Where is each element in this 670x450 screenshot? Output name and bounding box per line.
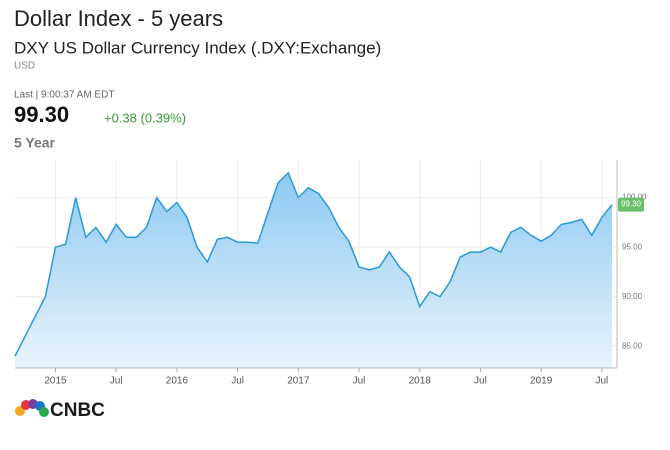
y-tick-label: 85.00	[622, 341, 643, 350]
last-value-label: 99.30	[621, 200, 642, 209]
subtitle: DXY US Dollar Currency Index (.DXY:Excha…	[14, 38, 381, 57]
x-tick-label: 2018	[409, 376, 432, 387]
x-tick-label: Jul	[231, 376, 244, 387]
x-tick-label: Jul	[474, 376, 487, 387]
x-tick-label: 2015	[44, 376, 67, 387]
last-value-tag	[618, 197, 644, 212]
timestamp: Last | 9:00:37 AM EDT	[14, 90, 114, 101]
logo: CNBC	[15, 399, 105, 421]
plot-area: 85.00 90.00 95.00 100.00 2015 Jul 2016 Jul 2017 J…	[14, 160, 647, 387]
x-tick-label: 2016	[166, 376, 189, 387]
y-tick-label: 100.00	[622, 193, 647, 202]
chart-title: Dollar Index - 5 years	[14, 6, 223, 31]
area	[15, 172, 612, 368]
y-tick-label: 90.00	[622, 292, 643, 301]
price-change: +0.38 (0.39%)	[104, 110, 186, 125]
x-tick-label: 2017	[287, 376, 310, 387]
x-tick-label: Jul	[110, 376, 123, 387]
x-tick-label: Jul	[595, 376, 608, 387]
period: 5 Year	[14, 135, 56, 151]
currency: USD	[14, 61, 35, 72]
x-tick-label: Jul	[353, 376, 366, 387]
line	[14, 171, 613, 357]
x-tick-label: 2019	[530, 376, 553, 387]
logo-text: CNBC	[50, 400, 105, 421]
logo-feather	[39, 407, 49, 417]
y-tick-label: 95.00	[622, 242, 643, 251]
last-price: 99.30	[14, 102, 69, 127]
